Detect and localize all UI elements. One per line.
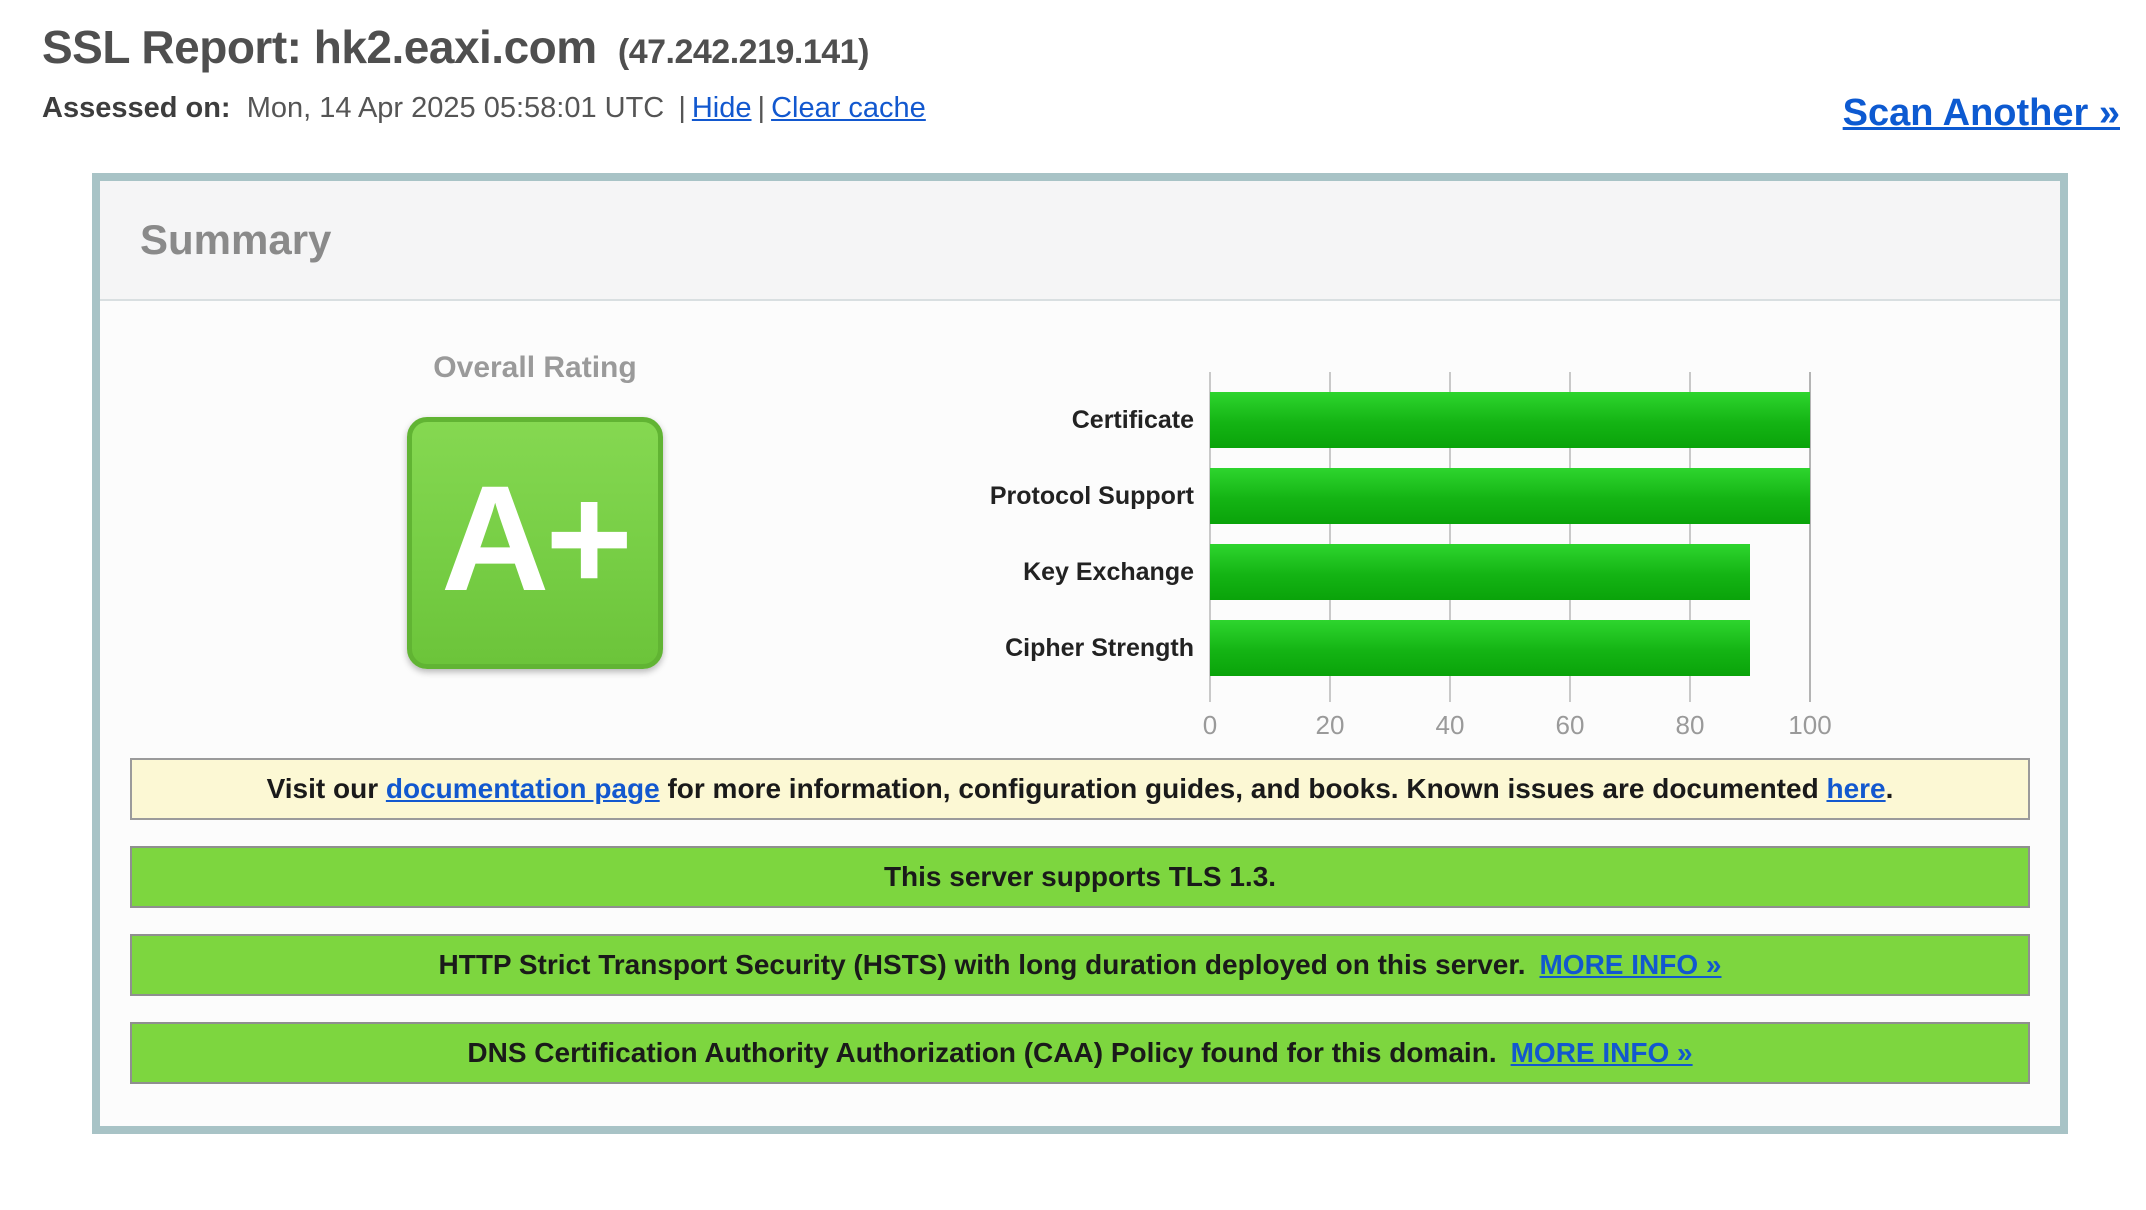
axis-tick-label: 100 [1788,710,1832,740]
assessed-timestamp [239,92,247,124]
chart-gridlines [1209,372,1811,702]
gridline-100 [1809,372,1811,702]
bar-label-key-exchange: Key Exchange [1023,558,1194,586]
overall-rating-label: Overall Rating [433,351,637,384]
axis-tick-label: 80 [1675,710,1705,740]
score-chart-plot: 0 20 40 60 80 100 [1203,372,1832,740]
status-banner: DNS Certification Authority Authorizatio… [130,1022,2030,1084]
summary-panel-header: Summary [100,181,2060,301]
bar-track [1210,392,1810,448]
status-banner: This server supports TLS 1.3. [130,846,2030,908]
status-banner-text: This server supports TLS 1.3. [883,861,1277,892]
hide-link[interactable]: Hide [691,92,752,124]
clear-cache-link[interactable]: Clear cache [771,92,926,124]
documentation-note-banner: Visit our documentation page for more in… [130,758,2030,820]
axis-tick-label: 20 [1315,710,1345,740]
documentation-page-link[interactable]: documentation page [385,773,660,804]
assessed-label: Assessed on: [42,92,231,124]
score-bar-certificate [1210,392,1810,448]
score-chart: Certificate Protocol Support Key Exchange C… [940,345,1832,740]
assessed-row: Assessed on: Mon, 14 Apr 2025 05:58:01 U… [42,92,2120,125]
axis-tick-label: 0 [1202,710,1218,740]
page-title: SSL Report: hk2.eaxi.com (47.242.219.141… [42,20,2120,74]
report-ip [609,33,618,71]
gridline-80 [1689,372,1691,702]
bar-label-protocol-support: Protocol Support [989,482,1194,510]
score-bar-cipher-strength [1210,620,1750,676]
note-text: Visit our [266,773,386,804]
assessed-timestamp-value: Mon, 14 Apr 2025 05:58:01 UTC [246,92,665,124]
gridline-40 [1449,372,1451,702]
axis-tick-label: 60 [1555,710,1585,740]
rating-and-chart-section: Overall Rating A+ Certificate Protocol Su… [130,345,2030,740]
bar-track [1210,468,1810,524]
status-banner-text: DNS Certification Authority Authorizatio… [467,1037,1497,1068]
separator: | [757,92,766,124]
gridline-60 [1569,372,1571,702]
score-chart-labels: Certificate Protocol Support Key Exchange C… [940,392,1210,696]
gridline-20 [1329,372,1331,702]
axis-tick-label: 40 [1435,710,1465,740]
note-text: for more information, configuration guid… [659,773,1827,804]
overall-rating-block: Overall Rating A+ [130,345,940,696]
bar-track [1210,544,1810,600]
scan-another-link[interactable]: Scan Another » [1842,92,2120,134]
bar-label-certificate: Certificate [1071,406,1194,434]
score-bar-key-exchange [1210,544,1750,600]
known-issues-here-link[interactable]: here [1826,773,1886,804]
bar-label-cipher-strength: Cipher Strength [1005,634,1194,662]
bar-track [1210,620,1810,676]
grade-value: A+ [441,453,633,622]
separator: | [678,92,686,124]
status-banner-list: This server supports TLS 1.3. HTTP Strict… [130,846,2030,1084]
report-ip-value: (47.242.219.141) [617,33,869,71]
report-hostname: SSL Report: hk2.eaxi.com [42,21,597,73]
more-info-link[interactable]: MORE INFO » [1539,949,1722,980]
summary-heading: Summary [140,216,332,263]
chart-axis-ticks: 0 20 40 60 80 100 [1203,710,1832,742]
note-text: . [1885,773,1894,804]
grade-badge: A+ [407,417,663,669]
score-bar-protocol-support [1210,468,1810,524]
summary-panel-body: Overall Rating A+ Certificate Protocol Su… [100,301,2060,1126]
status-banner: HTTP Strict Transport Security (HSTS) wi… [130,934,2030,996]
gridline-0 [1209,372,1211,702]
more-info-link[interactable]: MORE INFO » [1510,1037,1693,1068]
status-banner-text: HTTP Strict Transport Security (HSTS) wi… [438,949,1526,980]
summary-panel: Summary Overall Rating A+ Certificate Pro… [92,173,2068,1134]
page-header: SSL Report: hk2.eaxi.com (47.242.219.141… [0,0,2146,134]
